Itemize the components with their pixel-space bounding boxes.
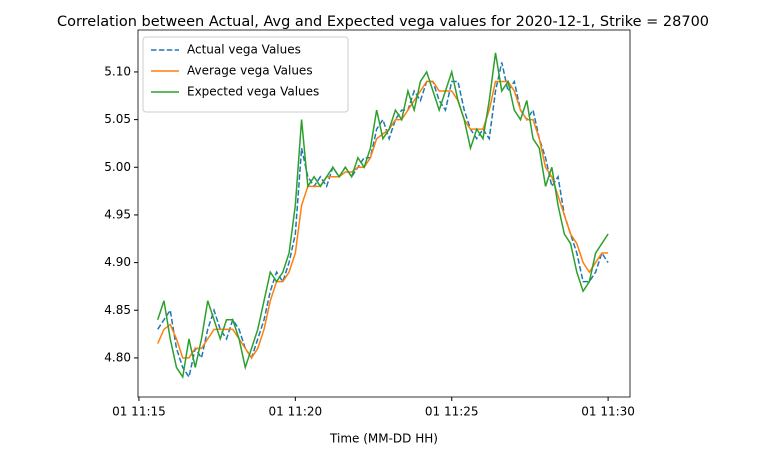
y-tick-label: 4.90 [104, 255, 131, 269]
y-tick-label: 5.10 [104, 64, 131, 78]
y-tick-label: 4.85 [104, 303, 131, 317]
y-tick-label: 4.95 [104, 207, 131, 221]
x-tick-label: 01 11:20 [268, 405, 322, 419]
plot-frame [137, 29, 631, 398]
chart-title: Correlation between Actual, Avg and Expe… [57, 14, 709, 30]
x-tick-label: 01 11:25 [425, 405, 479, 419]
series-line [156, 52, 609, 379]
legend-label: Actual vega Values [187, 43, 301, 57]
y-tick-label: 5.00 [104, 160, 131, 174]
y-tick-label: 5.05 [104, 112, 131, 126]
x-tick-label: 01 11:30 [581, 405, 635, 419]
x-tick-label: 01 11:15 [112, 405, 166, 419]
legend-box [142, 36, 349, 113]
y-tick-label: 4.80 [104, 350, 131, 364]
series-line [157, 80, 609, 360]
legend-label: Expected vega Values [187, 85, 319, 99]
x-axis-label: Time (MM-DD HH) [329, 432, 438, 446]
legend-label: Average vega Values [187, 64, 313, 78]
